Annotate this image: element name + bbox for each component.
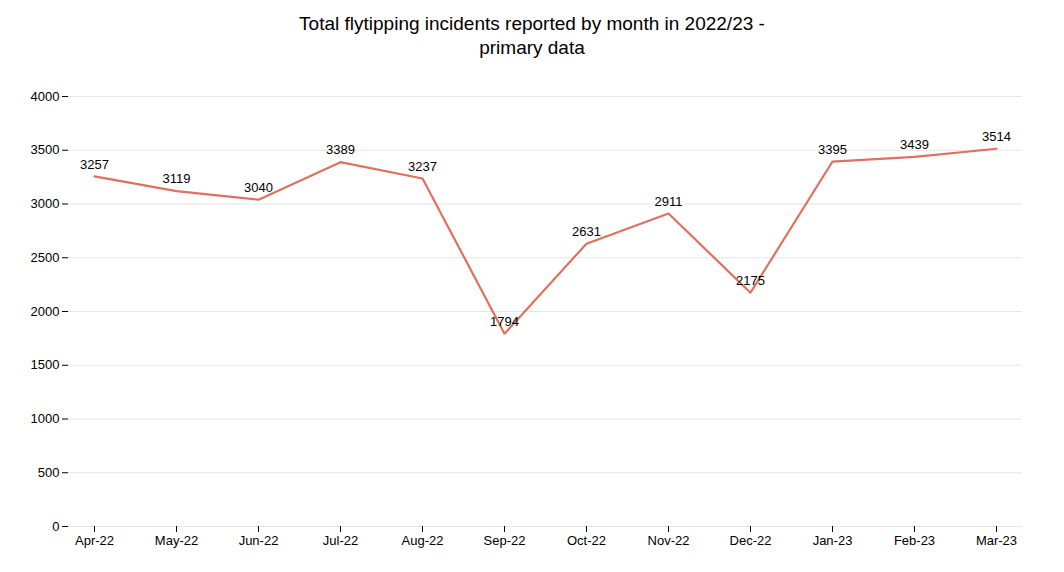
svg-text:2500: 2500 (31, 249, 60, 264)
svg-text:Dec-22: Dec-22 (730, 532, 772, 547)
html-text:Total flytipping incidents rep: Total flytipping incidents reported by m… (299, 13, 765, 58)
svg-text:3395: 3395 (818, 141, 847, 156)
svg-text:Oct-22: Oct-22 (567, 532, 606, 547)
svg-text:1000: 1000 (31, 411, 60, 426)
svg-text:2631: 2631 (572, 223, 601, 238)
svg-text:Nov-22: Nov-22 (648, 532, 690, 547)
svg-text:Feb-23: Feb-23 (894, 532, 935, 547)
svg-text:Jan-23: Jan-23 (813, 532, 853, 547)
svg-text:May-22: May-22 (155, 532, 198, 547)
svg-text:1794: 1794 (490, 313, 519, 328)
svg-text:3439: 3439 (900, 136, 929, 151)
svg-text:0: 0 (52, 518, 59, 533)
svg-text:Jul-22: Jul-22 (323, 532, 358, 547)
svg-text:3514: 3514 (982, 128, 1011, 143)
svg-text:2175: 2175 (736, 272, 765, 287)
svg-text:3389: 3389 (326, 142, 355, 157)
svg-text:3040: 3040 (244, 179, 273, 194)
svg-text:3000: 3000 (31, 196, 60, 211)
svg-text:Apr-22: Apr-22 (75, 532, 114, 547)
svg-text:3500: 3500 (31, 142, 60, 157)
svg-text:1500: 1500 (31, 357, 60, 372)
svg-text:3237: 3237 (408, 158, 437, 173)
svg-text:500: 500 (38, 464, 60, 479)
svg-text:2911: 2911 (655, 193, 683, 208)
svg-text:Jun-22: Jun-22 (239, 532, 279, 547)
svg-text:2000: 2000 (31, 303, 60, 318)
svg-text:Aug-22: Aug-22 (402, 532, 444, 547)
svg-text:Mar-23: Mar-23 (976, 532, 1017, 547)
svg-text:3257: 3257 (80, 156, 109, 171)
svg-text:3119: 3119 (163, 171, 191, 186)
svg-text:4000: 4000 (31, 88, 60, 103)
svg-text:Sep-22: Sep-22 (484, 532, 526, 547)
